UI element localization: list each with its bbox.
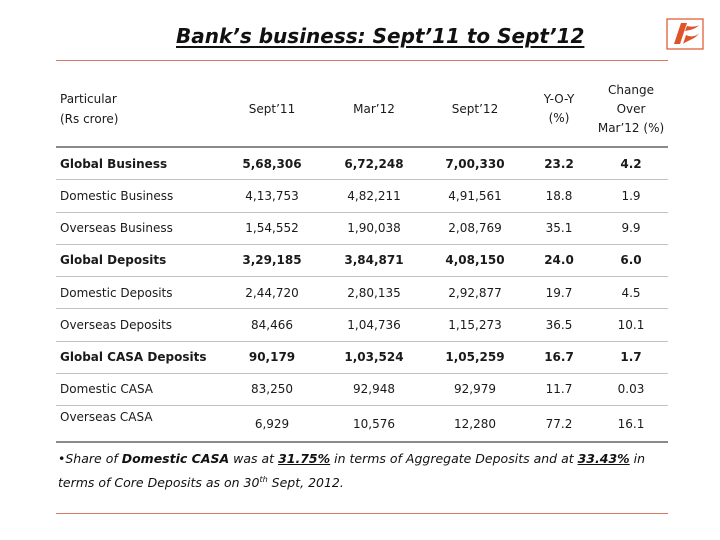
table-row: Global Business 5,68,306 6,72,248 7,00,330 2… <box>56 147 668 181</box>
cell-mar12: 4,82,211 <box>322 179 426 213</box>
table-row: Overseas CASA 6,929 10,576 12,280 77.2 16.1 <box>56 405 668 444</box>
cell-sept11: 84,466 <box>222 308 322 342</box>
cell-sept12: 1,05,259 <box>426 341 524 374</box>
cell-mar12: 3,84,871 <box>322 244 426 278</box>
footnote-highlight-value: 33.43% <box>577 451 630 466</box>
cell-sept12: 1,15,273 <box>426 308 524 342</box>
cell-sept11: 3,29,185 <box>222 244 322 278</box>
table-row: Overseas Business 1,54,552 1,90,038 2,08,76… <box>56 212 668 245</box>
footnote: •Share of Domestic CASA was at 31.75% in… <box>58 448 668 493</box>
table-row: Overseas Deposits 84,466 1,04,736 1,15,273 3… <box>56 308 668 342</box>
col-header-yoy: Y-O-Y (%) <box>524 72 594 148</box>
col-header-change-line3: Mar’12 (%) <box>597 120 665 135</box>
col-header-sept11: Sept’11 <box>222 72 322 148</box>
slide-title: Bank’s business: Sept’11 to Sept’12 <box>176 24 585 48</box>
cell-sept12: 7,00,330 <box>426 147 524 181</box>
row-label: Global CASA Deposits <box>56 341 222 374</box>
cell-sept11: 6,929 <box>222 405 322 444</box>
cell-sept11: 2,44,720 <box>222 276 322 310</box>
col-header-particular: Particular (Rs crore) <box>56 72 222 148</box>
cell-change: 4.5 <box>594 276 668 310</box>
footnote-text: Sept, 2012. <box>267 475 344 491</box>
cell-sept11: 4,13,753 <box>222 179 322 213</box>
cell-change: 16.1 <box>594 405 668 444</box>
row-label: Overseas Business <box>56 212 222 245</box>
cell-yoy: 77.2 <box>524 405 594 444</box>
cell-mar12: 2,80,135 <box>322 276 426 310</box>
row-label: Global Business <box>56 147 222 181</box>
row-label: Overseas Deposits <box>56 308 222 342</box>
business-table: Particular (Rs crore) Sept’11 Mar’12 Sep… <box>56 72 668 444</box>
row-label: Overseas CASA <box>56 405 222 444</box>
cell-sept12: 12,280 <box>426 405 524 444</box>
col-header-yoy-line2: (%) <box>548 111 570 125</box>
row-label: Domestic CASA <box>56 373 222 407</box>
cell-mar12: 1,03,524 <box>322 341 426 374</box>
cell-change: 1.9 <box>594 179 668 213</box>
top-divider <box>56 60 668 61</box>
bottom-divider <box>56 513 668 514</box>
col-header-particular-line2: (Rs crore) <box>60 112 119 126</box>
cell-mar12: 1,04,736 <box>322 308 426 342</box>
table-row: Domestic Business 4,13,753 4,82,211 4,91,56… <box>56 179 668 213</box>
row-label: Domestic Business <box>56 179 222 213</box>
cell-change: 1.7 <box>594 341 668 374</box>
col-header-yoy-line1: Y-O-Y <box>543 92 575 106</box>
cell-yoy: 16.7 <box>524 341 594 374</box>
bullet: • <box>58 451 66 466</box>
col-header-change: Change Over Mar’12 (%) <box>594 72 668 148</box>
cell-yoy: 11.7 <box>524 373 594 407</box>
col-header-particular-line1: Particular <box>60 92 117 106</box>
bank-logo-icon <box>666 18 704 50</box>
col-header-mar12: Mar’12 <box>322 72 426 148</box>
col-header-change-line2: Over <box>616 101 646 116</box>
footnote-superscript: th <box>259 475 268 484</box>
footnote-text: Share of <box>65 451 122 466</box>
cell-yoy: 36.5 <box>524 308 594 342</box>
table-row: Domestic Deposits 2,44,720 2,80,135 2,92,87… <box>56 276 668 310</box>
cell-change: 10.1 <box>594 308 668 342</box>
col-header-change-line1: Change <box>608 82 654 97</box>
cell-mar12: 92,948 <box>322 373 426 407</box>
cell-change: 4.2 <box>594 147 668 181</box>
col-header-sept12: Sept’12 <box>426 72 524 148</box>
cell-sept11: 1,54,552 <box>222 212 322 245</box>
footnote-text: in terms of Aggregate Deposits and at <box>330 451 578 466</box>
cell-mar12: 10,576 <box>322 405 426 444</box>
cell-sept12: 92,979 <box>426 373 524 407</box>
cell-sept12: 2,92,877 <box>426 276 524 310</box>
cell-yoy: 24.0 <box>524 244 594 278</box>
cell-change: 9.9 <box>594 212 668 245</box>
table-row: Global Deposits 3,29,185 3,84,871 4,08,150 2… <box>56 244 668 278</box>
table-row: Domestic CASA 83,250 92,948 92,979 11.7 0.03 <box>56 373 668 407</box>
cell-yoy: 23.2 <box>524 147 594 181</box>
cell-mar12: 6,72,248 <box>322 147 426 181</box>
footnote-emphasis: Domestic CASA <box>121 451 230 466</box>
cell-change: 0.03 <box>594 373 668 407</box>
cell-sept11: 90,179 <box>222 341 322 374</box>
cell-yoy: 18.8 <box>524 179 594 213</box>
cell-mar12: 1,90,038 <box>322 212 426 245</box>
header-row: Particular (Rs crore) Sept’11 Mar’12 Sep… <box>56 72 668 148</box>
cell-change: 6.0 <box>594 244 668 278</box>
footnote-text: in terms of Core Deposits as on 30 <box>58 451 646 491</box>
row-label: Global Deposits <box>56 244 222 278</box>
cell-sept12: 2,08,769 <box>426 212 524 245</box>
footnote-highlight-value: 31.75% <box>278 451 331 466</box>
cell-yoy: 19.7 <box>524 276 594 310</box>
cell-sept11: 5,68,306 <box>222 147 322 181</box>
table-row: Global CASA Deposits 90,179 1,03,524 1,05,2… <box>56 341 668 374</box>
cell-sept12: 4,91,561 <box>426 179 524 213</box>
row-label: Domestic Deposits <box>56 276 222 310</box>
cell-yoy: 35.1 <box>524 212 594 245</box>
cell-sept12: 4,08,150 <box>426 244 524 278</box>
footnote-text: was at <box>229 451 279 466</box>
cell-sept11: 83,250 <box>222 373 322 407</box>
